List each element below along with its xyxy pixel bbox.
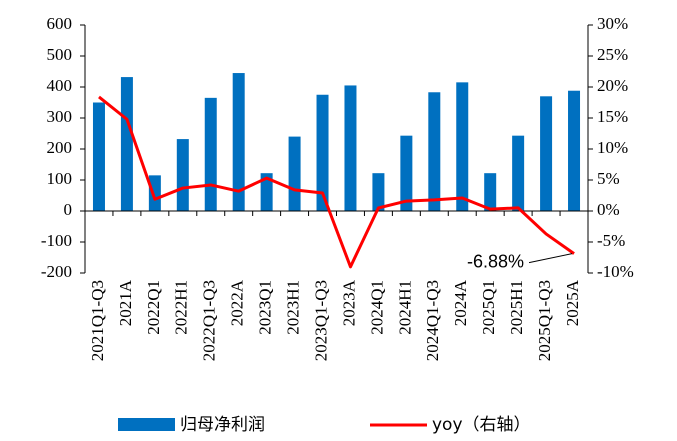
y2-tick-label: 10% [597, 138, 628, 157]
y2-tick-label: -10% [597, 262, 634, 281]
y-tick-label: -100 [41, 231, 72, 250]
bar [148, 175, 161, 211]
legend-label: yoy（右轴） [432, 415, 531, 435]
x-tick-label: 2025Q1-Q3 [535, 280, 554, 361]
data-label: -6.88% [467, 251, 524, 271]
bar [512, 135, 525, 211]
bar [232, 73, 245, 211]
line-series [98, 95, 575, 269]
x-tick-label: 2025Q1 [479, 280, 498, 335]
bar [540, 96, 553, 211]
bar [456, 82, 469, 211]
y-tick-label: 600 [47, 14, 73, 33]
bar [484, 173, 497, 211]
x-tick-label: 2025A [563, 279, 582, 326]
x-tick-label: 2023Q1 [256, 280, 275, 335]
y-tick-label: 500 [47, 45, 73, 64]
bar [176, 139, 189, 211]
bar [92, 102, 105, 211]
y-tick-label: 400 [47, 76, 73, 95]
x-tick-label: 2022A [228, 279, 247, 326]
bar [568, 90, 581, 211]
y2-tick-label: 5% [597, 169, 620, 188]
bar [400, 135, 413, 211]
bar [316, 94, 329, 211]
x-tick-label: 2021A [116, 279, 135, 326]
x-tick-label: 2025H1 [507, 280, 526, 335]
x-tick-label: 2021Q1-Q3 [88, 280, 107, 361]
bar [288, 136, 301, 211]
y-tick-label: 0 [64, 200, 73, 219]
x-tick-label: 2024Q1-Q3 [423, 280, 442, 361]
y-tick-label: 300 [47, 107, 73, 126]
y2-tick-label: 25% [597, 45, 628, 64]
x-tick-label: 2024Q1 [367, 280, 386, 335]
x-tick-label: 2024A [451, 279, 470, 326]
x-tick-label: 2023H1 [283, 280, 302, 335]
x-tick-label: 2022Q1 [144, 280, 163, 335]
annotation-leader [528, 253, 573, 264]
x-tick-label: 2023A [339, 279, 358, 326]
x-tick-label: 2022H1 [172, 280, 191, 335]
x-tick-label: 2022Q1-Q3 [200, 280, 219, 361]
y2-tick-label: -5% [597, 231, 625, 250]
y-tick-label: -200 [41, 262, 72, 281]
bar [204, 97, 217, 211]
bar [428, 92, 441, 211]
bar [372, 173, 385, 211]
legend-swatch [118, 418, 175, 431]
x-tick-label: 2024H1 [395, 280, 414, 335]
bar [120, 77, 133, 211]
legend-label: 归母净利润 [180, 415, 265, 435]
y-tick-label: 200 [47, 138, 73, 157]
bar [344, 85, 357, 211]
y-tick-label: 100 [47, 169, 73, 188]
bar [260, 173, 273, 211]
y2-tick-label: 30% [597, 14, 628, 33]
x-tick-label: 2023Q1-Q3 [311, 280, 330, 361]
y2-tick-label: 0% [597, 200, 620, 219]
y2-tick-label: 20% [597, 76, 628, 95]
y2-tick-label: 15% [597, 107, 628, 126]
